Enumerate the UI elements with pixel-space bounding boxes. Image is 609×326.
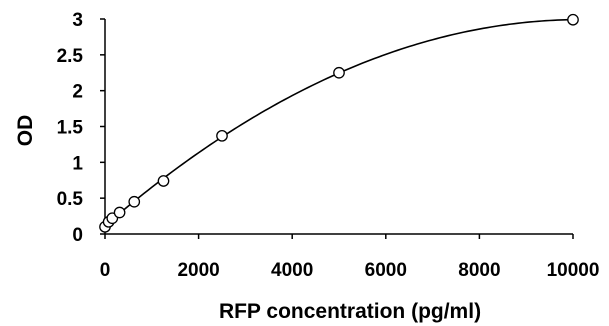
data-point — [128, 195, 141, 208]
x-tick-label: 4000 — [271, 260, 313, 281]
x-axis-ticks: 0 2000 4000 6000 8000 10000 — [100, 234, 600, 281]
x-tick-label: 8000 — [458, 260, 500, 281]
y-tick-label: 1.5 — [57, 118, 84, 139]
y-tick-label: 2.5 — [57, 46, 84, 67]
data-point — [157, 175, 170, 187]
data-point — [567, 13, 579, 26]
y-tick-label: 0.5 — [57, 189, 84, 210]
y-tick-label: 3 — [72, 10, 83, 31]
x-tick-label: 0 — [100, 260, 111, 281]
trendline-curve — [104, 18, 574, 227]
data-points — [99, 13, 579, 233]
data-point — [216, 129, 228, 142]
x-tick-label: 10000 — [547, 260, 600, 281]
x-tick-label: 6000 — [365, 260, 407, 281]
y-axis-ticks: 0 0.5 1 1.5 2 2.5 3 — [57, 10, 105, 246]
y-tick-label: 2 — [72, 82, 83, 103]
plot-area: 0 0.5 1 1.5 2 2.5 3 0 2000 4000 6000 8000 10000 — [57, 10, 600, 281]
y-axis-title: OD — [14, 115, 37, 147]
y-tick-label: 1 — [72, 153, 83, 174]
data-point — [333, 66, 345, 79]
x-tick-label: 2000 — [177, 260, 219, 281]
y-tick-label: 0 — [72, 225, 83, 246]
x-axis-title: RFP concentration (pg/ml) — [219, 300, 481, 323]
data-point — [113, 206, 126, 219]
